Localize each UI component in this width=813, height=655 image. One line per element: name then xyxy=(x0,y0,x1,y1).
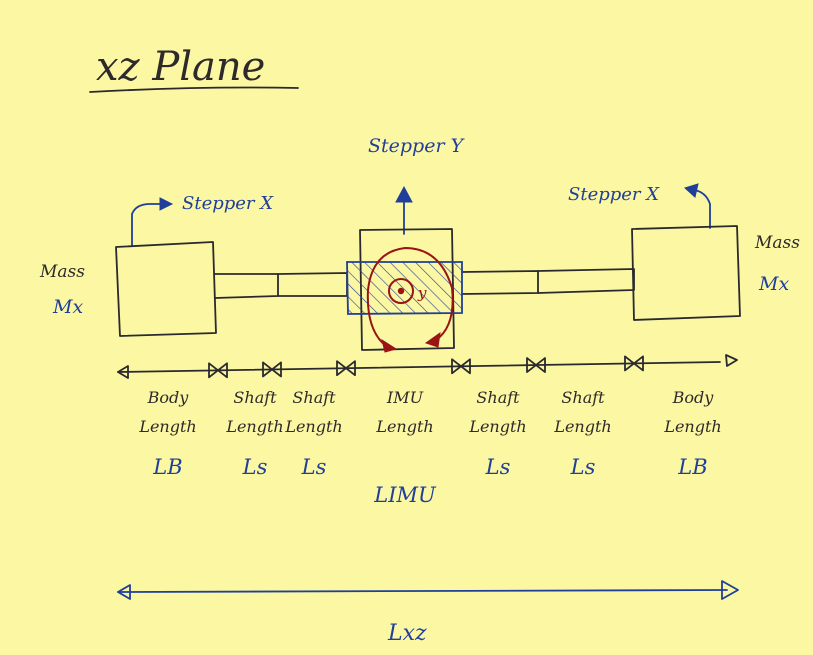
stepper-x-right-arrow-icon xyxy=(684,183,699,198)
shaft-right-inner xyxy=(461,270,539,295)
segment-boundary-tick xyxy=(451,358,471,375)
imu-axis-label: y xyxy=(417,284,427,302)
y-axis-dot-icon xyxy=(397,287,405,295)
segment-symbol: LIMU xyxy=(373,483,437,507)
segment-symbol: Ls xyxy=(301,455,327,479)
segment-label-line1: Shaft xyxy=(561,388,605,407)
total-length-start-arrow-icon xyxy=(117,584,131,600)
segment-symbol: LB xyxy=(677,455,707,479)
rotation-arrow-left-icon xyxy=(381,338,398,353)
segment-symbol: LB xyxy=(152,455,182,479)
total-length-label: Lxz xyxy=(387,621,427,646)
stepper-x-right-label: Stepper X xyxy=(568,184,660,205)
stepper-y-label: Stepper Y xyxy=(368,135,466,157)
segment-symbol: Ls xyxy=(570,455,596,479)
segment-label-line2: Length xyxy=(138,417,196,436)
segment-label-line2: Length xyxy=(663,417,721,436)
stepper-x-left-arrow xyxy=(131,203,163,247)
mass-left-symbol: Mx xyxy=(52,296,83,318)
segment-boundaries xyxy=(208,355,644,379)
segment-boundary-tick xyxy=(624,355,644,372)
segment-symbol: Ls xyxy=(485,455,511,479)
segment-label-line1: Shaft xyxy=(233,388,277,407)
mass-left-label: Mass xyxy=(39,262,85,282)
segment-start-arrow-icon xyxy=(117,365,129,379)
segment-boundary-tick xyxy=(336,360,356,377)
segment-label-line1: Shaft xyxy=(292,388,336,407)
shaft-left-inner xyxy=(277,272,348,297)
segment-end-arrow-icon xyxy=(725,354,738,367)
segment-boundary-tick xyxy=(208,362,228,379)
segment-symbol: Ls xyxy=(242,455,268,479)
segment-label-line1: Body xyxy=(147,388,190,407)
y-axis-circle-icon xyxy=(388,278,414,304)
mass-right-label: Mass xyxy=(754,233,800,253)
mass-right-symbol: Mx xyxy=(758,273,789,295)
segment-label-line2: Length xyxy=(553,417,611,436)
stepper-x-right-arrow xyxy=(693,189,711,229)
mass-right-box xyxy=(631,225,741,321)
rotation-arrow-right-icon xyxy=(424,331,441,348)
rotation-curve xyxy=(366,247,454,347)
stepper-x-left-label: Stepper X xyxy=(182,193,274,214)
segment-label-line2: Length xyxy=(468,417,526,436)
total-length-end-arrow-icon xyxy=(721,580,739,600)
segment-label-line1: IMU xyxy=(386,388,424,407)
segment-label-line2: Length xyxy=(225,417,283,436)
stepper-y-arrow-icon xyxy=(395,185,413,203)
segment-labels: Body Length LB Shaft Length Ls Shaft Length Ls IM… xyxy=(138,388,721,507)
shaft-left-outer xyxy=(214,273,279,299)
stepper-x-left-arrow-icon xyxy=(159,197,174,211)
mass-left-box xyxy=(115,241,217,337)
total-length-line xyxy=(117,589,728,593)
segment-label-line2: Length xyxy=(375,417,433,436)
shaft-right-outer xyxy=(537,268,635,294)
segment-label-line2: Length xyxy=(284,417,342,436)
segment-label-line1: Shaft xyxy=(476,388,520,407)
page-title: xz Plane xyxy=(96,44,265,90)
title-underline xyxy=(89,86,299,93)
segment-boundary-tick xyxy=(262,361,282,378)
imu-body-hatched xyxy=(346,261,463,315)
segment-label-line1: Body xyxy=(672,388,715,407)
segment-boundary-tick xyxy=(526,357,546,373)
